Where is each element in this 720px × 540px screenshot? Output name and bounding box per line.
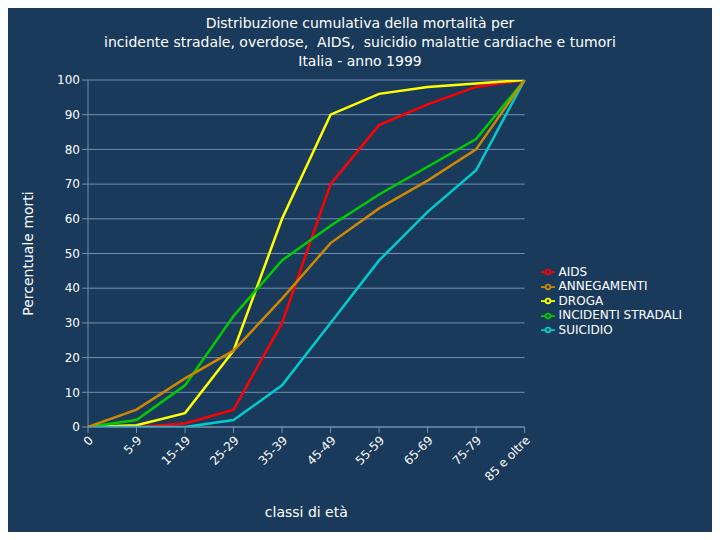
html-text:DROGA: DROGA [558,293,604,308]
svg-text:classi di età: classi di età [265,504,348,520]
svg-text:25-29: 25-29 [207,433,242,468]
svg-text:45-49: 45-49 [304,433,339,468]
svg-text:35-39: 35-39 [256,433,291,468]
svg-text:15-19: 15-19 [159,433,194,468]
svg-text:70: 70 [65,177,80,191]
svg-text:5-9: 5-9 [121,433,145,457]
svg-text:60: 60 [65,212,80,226]
svg-text:55-59: 55-59 [353,433,388,468]
svg-text:0: 0 [72,420,80,434]
svg-text:0: 0 [81,433,96,448]
svg-text:85 e oltre: 85 e oltre [482,433,533,484]
html-text:SUICIDIO: SUICIDIO [558,322,613,337]
svg-text:80: 80 [65,143,80,157]
svg-text:10: 10 [65,386,80,400]
html-text:incidente stradale, overdose,: incidente stradale, overdose, AIDS, suic… [104,34,616,50]
html-text:Distribuzione cumulativa della: Distribuzione cumulativa della mortalità… [205,15,515,31]
svg-text:20: 20 [65,351,80,365]
svg-text:90: 90 [65,108,80,122]
svg-text:50: 50 [65,247,80,261]
html-text:INCIDENTI STRADALI: INCIDENTI STRADALI [558,308,682,323]
svg-text:75-79: 75-79 [450,433,485,468]
svg-text:100: 100 [57,73,80,87]
svg-text:Percentuale morti: Percentuale morti [20,191,36,315]
html-text:AIDS: AIDS [558,264,588,279]
svg-text:40: 40 [65,281,80,295]
html-text:Italia - anno 1999: Italia - anno 1999 [298,53,422,69]
html-text:ANNEGAMENTI: ANNEGAMENTI [558,279,648,294]
svg-text:65-69: 65-69 [401,433,436,468]
svg-text:30: 30 [65,316,80,330]
